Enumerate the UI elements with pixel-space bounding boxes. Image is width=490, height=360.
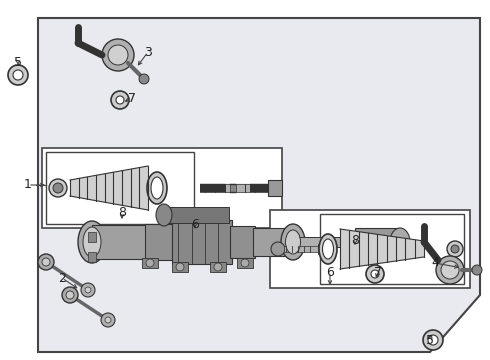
Bar (230, 226, 255, 258)
Circle shape (436, 256, 464, 284)
Text: 1: 1 (24, 179, 32, 192)
Circle shape (176, 263, 184, 271)
Circle shape (447, 241, 463, 257)
Circle shape (428, 335, 438, 345)
Circle shape (441, 261, 459, 279)
Circle shape (53, 183, 63, 193)
Ellipse shape (286, 230, 300, 254)
Circle shape (111, 91, 129, 109)
Circle shape (62, 287, 78, 303)
Text: 8: 8 (351, 234, 359, 247)
Ellipse shape (322, 239, 334, 259)
Ellipse shape (319, 234, 337, 264)
Text: 7: 7 (374, 266, 382, 279)
Bar (164, 207, 229, 223)
Circle shape (271, 242, 285, 256)
Bar (172, 262, 188, 272)
Circle shape (472, 265, 482, 275)
Ellipse shape (78, 221, 106, 263)
Text: 6: 6 (191, 219, 199, 231)
Circle shape (116, 96, 124, 104)
Bar (320, 214, 464, 284)
Ellipse shape (83, 227, 101, 257)
Bar (355, 228, 400, 256)
Text: 5: 5 (14, 55, 22, 68)
Circle shape (85, 287, 91, 293)
Circle shape (105, 317, 111, 323)
Circle shape (101, 313, 115, 327)
Bar (210, 262, 226, 272)
Ellipse shape (151, 177, 163, 199)
Bar (46, 152, 194, 224)
Bar (293, 237, 358, 247)
Bar (200, 184, 268, 192)
Bar (42, 148, 282, 228)
Bar (230, 184, 236, 192)
Bar (88, 252, 96, 262)
Bar (237, 258, 253, 268)
Bar (318, 244, 332, 254)
Circle shape (81, 283, 95, 297)
Ellipse shape (147, 172, 167, 204)
Ellipse shape (156, 204, 172, 226)
Circle shape (139, 74, 149, 84)
Circle shape (366, 265, 384, 283)
Polygon shape (70, 166, 148, 210)
Circle shape (102, 39, 134, 71)
Bar (92, 225, 147, 259)
Text: 2: 2 (58, 271, 66, 284)
Text: 3: 3 (144, 45, 152, 58)
Circle shape (38, 254, 54, 270)
Circle shape (13, 70, 23, 80)
Circle shape (66, 291, 74, 299)
Circle shape (371, 270, 379, 278)
Polygon shape (340, 229, 424, 269)
Text: 7: 7 (128, 91, 136, 104)
Bar (88, 232, 96, 242)
Circle shape (108, 45, 128, 65)
Circle shape (8, 65, 28, 85)
Bar (270, 210, 470, 288)
Circle shape (423, 330, 443, 350)
Circle shape (146, 259, 154, 267)
Text: 4: 4 (431, 256, 439, 270)
Bar (172, 220, 232, 264)
Text: 5: 5 (426, 333, 434, 346)
Polygon shape (38, 18, 480, 352)
Bar (253, 228, 293, 256)
Circle shape (49, 179, 67, 197)
Text: 8: 8 (118, 206, 126, 219)
Circle shape (214, 263, 222, 271)
Circle shape (42, 258, 50, 266)
Circle shape (451, 245, 459, 253)
Bar (268, 180, 282, 196)
Ellipse shape (390, 228, 410, 256)
Bar (142, 258, 158, 268)
Ellipse shape (281, 224, 305, 260)
Circle shape (241, 259, 249, 267)
Bar (145, 224, 175, 260)
Bar (284, 246, 319, 252)
Text: 6: 6 (326, 266, 334, 279)
